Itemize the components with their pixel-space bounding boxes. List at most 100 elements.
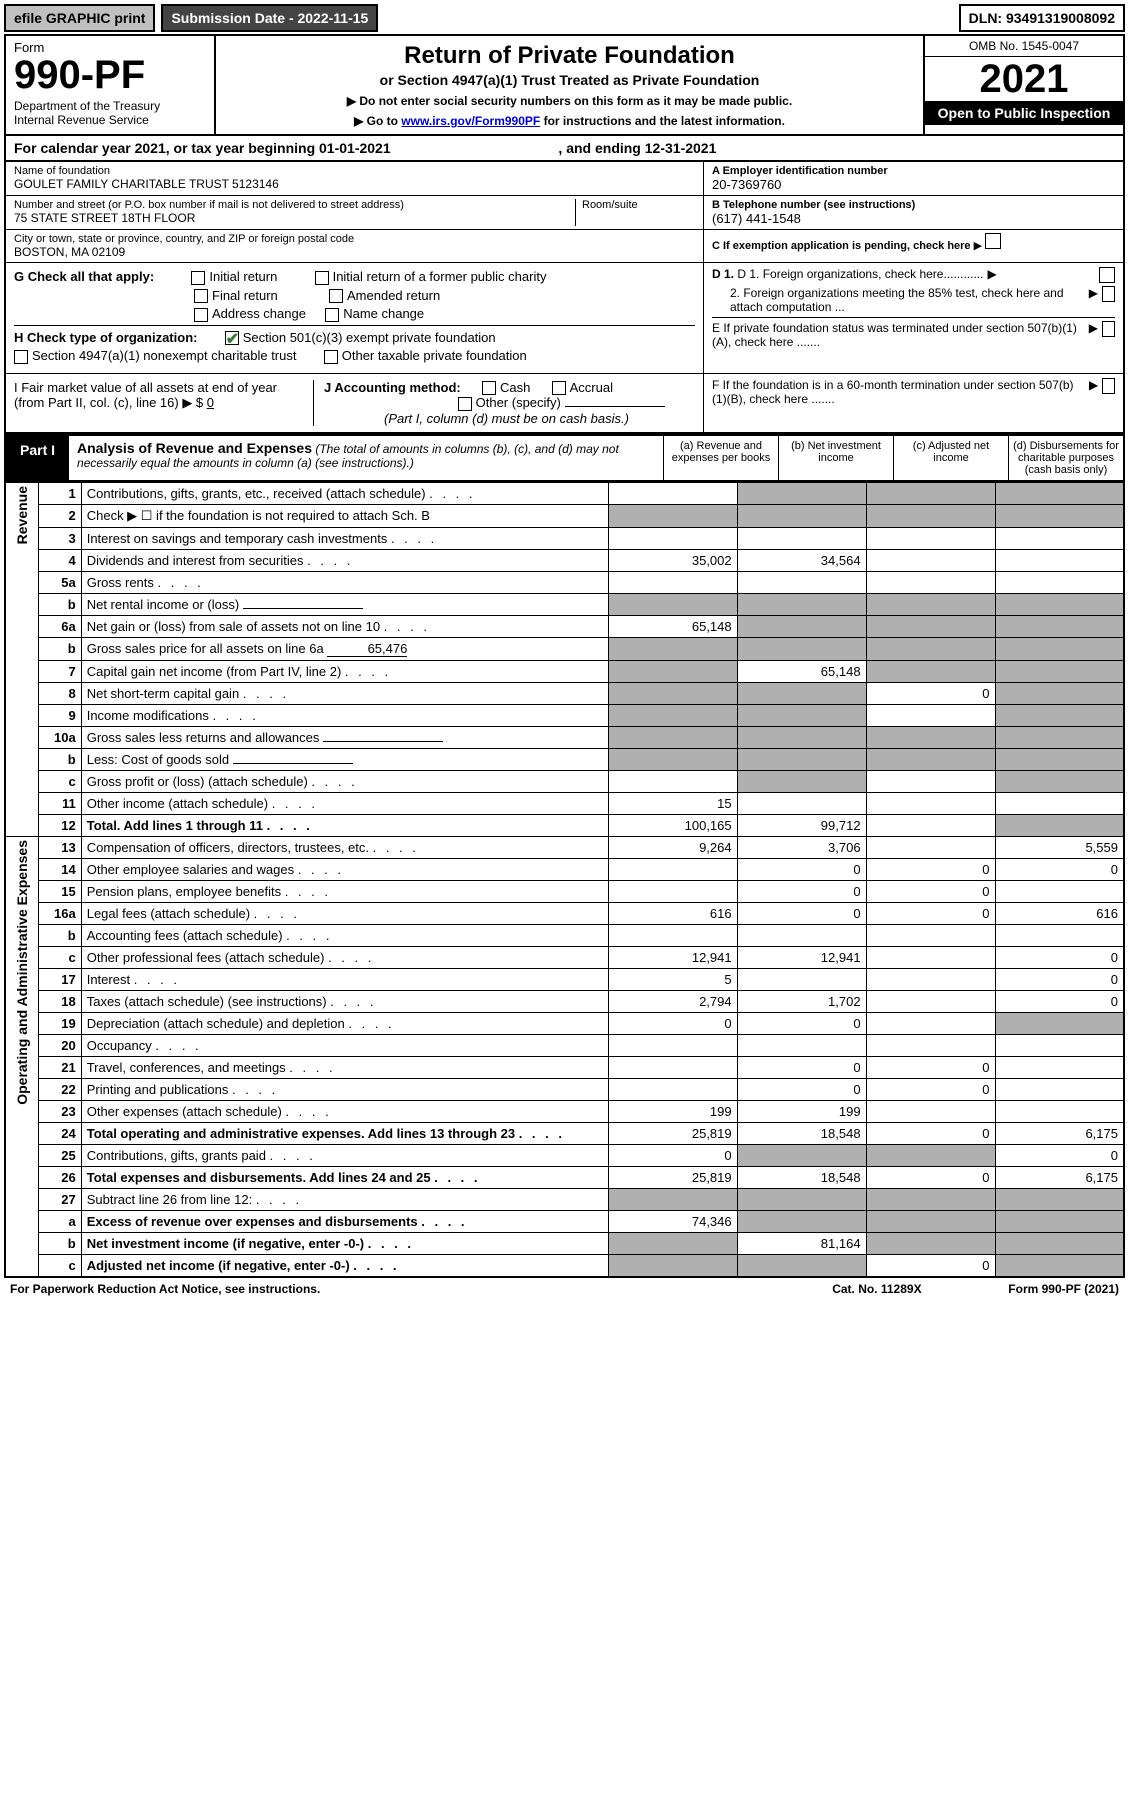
g-initial-former-label: Initial return of a former public charit… [333, 269, 547, 284]
h-4947-checkbox[interactable] [14, 350, 28, 364]
amount-cell [995, 549, 1124, 571]
amount-cell: 0 [737, 1056, 866, 1078]
irs-link[interactable]: www.irs.gov/Form990PF [401, 114, 540, 128]
amount-cell [866, 946, 995, 968]
amount-cell [866, 726, 995, 748]
amount-cell [995, 504, 1124, 527]
amount-cell: 0 [737, 858, 866, 880]
g-address-checkbox[interactable] [194, 308, 208, 322]
table-row: 9Income modifications . . . . [5, 704, 1124, 726]
line-number: 23 [39, 1100, 82, 1122]
line-number: 5a [39, 571, 82, 593]
amount-cell [737, 527, 866, 549]
amount-cell [995, 527, 1124, 549]
d1-checkbox[interactable] [1099, 267, 1115, 283]
line-desc: Gross sales price for all assets on line… [81, 637, 608, 660]
line-desc: Contributions, gifts, grants, etc., rece… [81, 482, 608, 504]
amount-cell: 9,264 [608, 836, 737, 858]
line-number: 3 [39, 527, 82, 549]
table-row: 6aNet gain or (loss) from sale of assets… [5, 615, 1124, 637]
amount-cell [995, 1078, 1124, 1100]
line-number: b [39, 748, 82, 770]
amount-cell [866, 1232, 995, 1254]
top-bar: efile GRAPHIC print Submission Date - 20… [4, 4, 1125, 32]
j-other-checkbox[interactable] [458, 397, 472, 411]
foundation-name: GOULET FAMILY CHARITABLE TRUST 5123146 [14, 177, 695, 191]
amount-cell [608, 482, 737, 504]
amount-cell: 199 [737, 1100, 866, 1122]
amount-cell [608, 504, 737, 527]
g-name-checkbox[interactable] [325, 308, 339, 322]
g-initial-former-checkbox[interactable] [315, 271, 329, 285]
line-number: 11 [39, 792, 82, 814]
table-row: 20Occupancy . . . . [5, 1034, 1124, 1056]
line-number: c [39, 770, 82, 792]
g-amended-checkbox[interactable] [329, 289, 343, 303]
amount-cell: 616 [995, 902, 1124, 924]
g-final-checkbox[interactable] [194, 289, 208, 303]
side-label: Revenue [5, 482, 39, 836]
amount-cell [866, 836, 995, 858]
omb-number: OMB No. 1545-0047 [925, 36, 1123, 57]
amount-cell: 25,819 [608, 1122, 737, 1144]
h-501c3-checkbox[interactable] [225, 331, 239, 345]
amount-cell [608, 527, 737, 549]
amount-cell [737, 968, 866, 990]
line-desc: Less: Cost of goods sold [81, 748, 608, 770]
d1-label: D 1. D 1. Foreign organizations, check h… [712, 267, 983, 281]
e-checkbox[interactable] [1102, 321, 1115, 337]
line-desc: Net investment income (if negative, ente… [81, 1232, 608, 1254]
line-desc: Other expenses (attach schedule) . . . . [81, 1100, 608, 1122]
line-number: 14 [39, 858, 82, 880]
table-row: 25Contributions, gifts, grants paid . . … [5, 1144, 1124, 1166]
line-desc: Taxes (attach schedule) (see instruction… [81, 990, 608, 1012]
dept-treasury: Department of the Treasury Internal Reve… [14, 99, 206, 127]
amount-cell [608, 682, 737, 704]
amount-cell [737, 504, 866, 527]
footer-cat: Cat. No. 11289X [832, 1282, 921, 1296]
table-row: 17Interest . . . .50 [5, 968, 1124, 990]
line-desc: Travel, conferences, and meetings . . . … [81, 1056, 608, 1078]
amount-cell [995, 1188, 1124, 1210]
line-desc: Income modifications . . . . [81, 704, 608, 726]
line-number: b [39, 924, 82, 946]
table-row: 16aLegal fees (attach schedule) . . . .6… [5, 902, 1124, 924]
i-label: I Fair market value of all assets at end… [14, 380, 277, 410]
amount-cell: 74,346 [608, 1210, 737, 1232]
h-label: H Check type of organization: [14, 330, 197, 345]
amount-cell [866, 968, 995, 990]
j-accrual-checkbox[interactable] [552, 381, 566, 395]
table-row: 24Total operating and administrative exp… [5, 1122, 1124, 1144]
efile-print-button[interactable]: efile GRAPHIC print [4, 4, 155, 32]
j-label: J Accounting method: [324, 380, 461, 395]
j-note: (Part I, column (d) must be on cash basi… [324, 411, 629, 426]
table-row: 12Total. Add lines 1 through 11 . . . .1… [5, 814, 1124, 836]
c-checkbox[interactable] [985, 233, 1001, 249]
tel-label: B Telephone number (see instructions) [712, 199, 1115, 211]
f-checkbox[interactable] [1102, 378, 1115, 394]
table-row: 10aGross sales less returns and allowanc… [5, 726, 1124, 748]
part1-title: Analysis of Revenue and Expenses [77, 440, 312, 456]
amount-cell [995, 1210, 1124, 1232]
ein-value: 20-7369760 [712, 177, 1115, 192]
col-b-header: (b) Net investment income [778, 436, 893, 480]
table-row: bLess: Cost of goods sold [5, 748, 1124, 770]
line-desc: Check ▶ ☐ if the foundation is not requi… [81, 504, 608, 527]
h-other-checkbox[interactable] [324, 350, 338, 364]
j-cash-checkbox[interactable] [482, 381, 496, 395]
line-number: a [39, 1210, 82, 1232]
amount-cell: 12,941 [608, 946, 737, 968]
g-initial-checkbox[interactable] [191, 271, 205, 285]
table-row: bGross sales price for all assets on lin… [5, 637, 1124, 660]
amount-cell [737, 1034, 866, 1056]
amount-cell [737, 637, 866, 660]
amount-cell [737, 770, 866, 792]
amount-cell [608, 726, 737, 748]
table-row: Revenue1Contributions, gifts, grants, et… [5, 482, 1124, 504]
amount-cell: 65,148 [737, 660, 866, 682]
d2-checkbox[interactable] [1102, 286, 1115, 302]
col-d-header: (d) Disbursements for charitable purpose… [1008, 436, 1123, 480]
line-number: 21 [39, 1056, 82, 1078]
amount-cell [737, 482, 866, 504]
line-desc: Occupancy . . . . [81, 1034, 608, 1056]
